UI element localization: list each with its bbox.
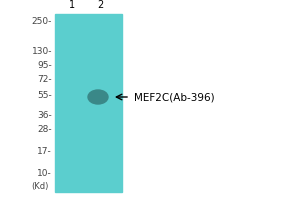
Text: 1: 1	[69, 0, 75, 10]
Text: 250-: 250-	[32, 18, 52, 26]
Text: 55-: 55-	[37, 92, 52, 100]
Text: 130-: 130-	[32, 47, 52, 56]
Text: 2: 2	[97, 0, 103, 10]
Text: 17-: 17-	[37, 148, 52, 156]
Text: 95-: 95-	[37, 60, 52, 70]
Text: 36-: 36-	[37, 112, 52, 120]
Text: (Kd): (Kd)	[31, 182, 49, 190]
Text: 10-: 10-	[37, 168, 52, 178]
Text: 72-: 72-	[38, 74, 52, 84]
Bar	[55, 14, 122, 192]
Ellipse shape	[88, 90, 108, 104]
Text: 28-: 28-	[38, 126, 52, 134]
Text: MEF2C(Ab-396): MEF2C(Ab-396)	[134, 92, 214, 102]
